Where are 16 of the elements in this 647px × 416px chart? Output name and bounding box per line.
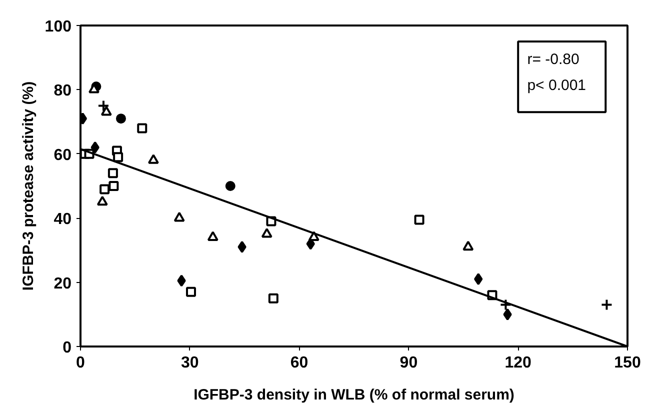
- y-tick-label: 60: [54, 146, 72, 164]
- y-tick-label: 0: [62, 340, 72, 356]
- x-tick-label: 150: [614, 354, 641, 372]
- x-tick-label: 0: [76, 354, 86, 372]
- y-tick-label: 40: [54, 211, 72, 228]
- annotation: r= -0.80: [527, 51, 580, 68]
- x-tick-label: 60: [290, 354, 308, 372]
- y-tick-label: 20: [54, 275, 72, 292]
- x-tick-label: 30: [181, 354, 199, 372]
- x-tick-label: 120: [504, 354, 532, 372]
- y-tick-label: 80: [54, 82, 72, 100]
- annotation: p< 0.001: [527, 76, 586, 94]
- x-tick-label: 90: [400, 354, 418, 372]
- y-axis-title: IGFBP-3 protease activity (%): [20, 81, 37, 291]
- y-tick-label: 100: [44, 18, 72, 36]
- x-axis-title: IGFBP-3 density in WLB (% of normal serum): [194, 386, 514, 404]
